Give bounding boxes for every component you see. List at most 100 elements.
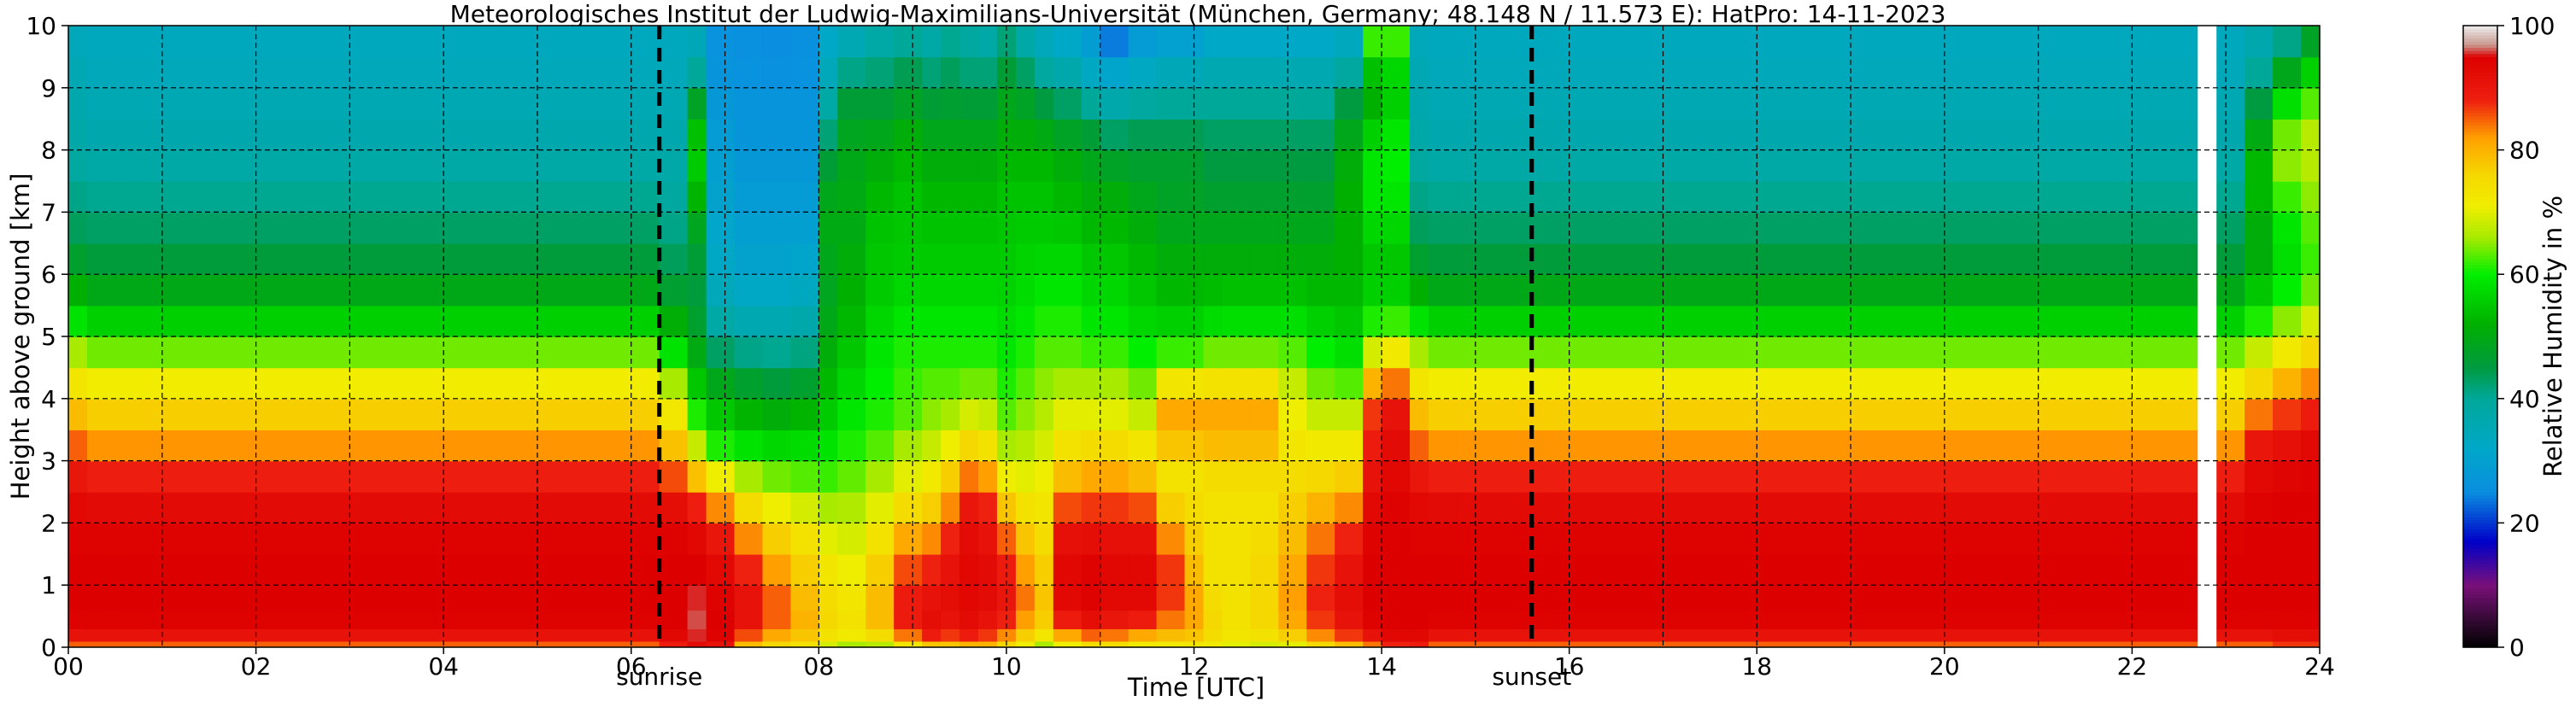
colorbar-segment	[2463, 308, 2497, 313]
rh-cell	[734, 523, 764, 555]
rh-cell	[2273, 460, 2302, 493]
rh-cell	[1184, 26, 1205, 58]
rh-cell	[1944, 181, 2199, 213]
y-tick-label: 2	[41, 509, 56, 537]
rh-cell	[1522, 119, 1945, 151]
rh-cell	[866, 585, 895, 611]
colorbar-segment	[2463, 274, 2497, 278]
colorbar-segment	[2463, 504, 2497, 508]
rh-cell	[706, 492, 736, 524]
rh-cell	[1081, 553, 1101, 586]
rh-cell	[1053, 523, 1083, 555]
rh-cell	[790, 336, 820, 369]
rh-cell	[2216, 181, 2245, 213]
rh-cell	[68, 367, 88, 400]
rh-cell	[941, 149, 960, 182]
rh-cell	[959, 242, 979, 275]
rh-cell	[1100, 305, 1130, 337]
rh-cell	[922, 26, 942, 58]
rh-cell	[959, 398, 979, 430]
rh-cell	[734, 87, 764, 120]
colorbar-segment	[2463, 221, 2497, 225]
rh-cell	[86, 242, 116, 275]
rh-cell	[2244, 367, 2274, 400]
rh-cell	[86, 398, 116, 430]
colorbar-segment	[2463, 622, 2497, 627]
rh-cell	[837, 26, 867, 58]
colorbar-segment	[2463, 367, 2497, 371]
rh-cell	[1034, 492, 1054, 524]
rh-cell	[922, 523, 942, 555]
rh-cell	[86, 523, 116, 555]
rh-cell	[1410, 367, 1429, 400]
rh-cell	[86, 305, 116, 337]
rh-cell	[1222, 87, 1252, 120]
rh-cell	[922, 429, 942, 462]
rh-cell	[1203, 523, 1223, 555]
rh-cell	[1944, 367, 2199, 400]
rh-cell	[922, 628, 942, 642]
rh-cell	[1278, 492, 1308, 524]
colorbar-segment	[2463, 634, 2497, 639]
rh-cell	[659, 640, 689, 647]
rh-cell	[819, 212, 839, 244]
rh-cell	[959, 553, 979, 586]
rh-cell	[1428, 429, 1458, 462]
y-axis-label: Height above ground [km]	[6, 173, 35, 500]
rh-cell	[1522, 523, 1945, 555]
rh-cell	[114, 212, 163, 244]
rh-cell	[631, 628, 660, 642]
rh-cell	[1335, 119, 1364, 151]
colorbar-segment	[2463, 414, 2497, 418]
rh-cell	[68, 56, 88, 89]
y-tick-label: 8	[41, 137, 56, 165]
colorbar-segment	[2463, 591, 2497, 595]
colorbar-segment	[2463, 606, 2497, 611]
rh-cell	[631, 553, 660, 586]
rh-cell	[2273, 181, 2302, 213]
rh-cell	[1456, 553, 1523, 586]
rh-cell	[1335, 492, 1364, 524]
rh-cell	[790, 610, 820, 629]
colorbar-segment	[2463, 295, 2497, 300]
x-tick-label: 00	[53, 652, 84, 681]
rh-cell	[2273, 119, 2302, 151]
rh-cell	[941, 640, 960, 647]
rh-cell	[1522, 640, 1945, 647]
rh-cell	[161, 523, 632, 555]
rh-cell	[1382, 628, 1411, 642]
rh-cell	[1034, 56, 1054, 89]
x-axis-label: Time [UTC]	[1127, 673, 1265, 702]
rh-cell	[1278, 26, 1308, 58]
rh-cell	[1100, 119, 1130, 151]
plot-area	[68, 26, 2320, 647]
colorbar-segment	[2463, 267, 2497, 272]
rh-cell	[866, 336, 895, 369]
rh-cell	[959, 336, 979, 369]
rh-cell	[687, 398, 707, 430]
rh-cell	[687, 242, 707, 275]
rh-cell	[659, 429, 689, 462]
rh-cell	[114, 119, 163, 151]
rh-cell	[1456, 429, 1523, 462]
rh-cell	[2244, 429, 2274, 462]
rh-cell	[2244, 585, 2274, 611]
rh-cell	[1306, 336, 1335, 369]
rh-cell	[790, 26, 820, 58]
colorbar-segment	[2463, 75, 2497, 79]
rh-cell	[1203, 640, 1223, 647]
rh-cell	[68, 398, 88, 430]
rh-cell	[837, 460, 867, 493]
colorbar-segment	[2463, 81, 2497, 85]
rh-cell	[1100, 149, 1130, 182]
rh-cell	[941, 460, 960, 493]
rh-cell	[1034, 181, 1054, 213]
rh-cell	[86, 212, 116, 244]
rh-cell	[2216, 429, 2245, 462]
rh-cell	[1335, 628, 1364, 642]
colorbar-segment	[2463, 364, 2497, 368]
rh-cell	[1382, 119, 1411, 151]
rh-cell	[1053, 56, 1083, 89]
colorbar-segment	[2463, 72, 2497, 76]
rh-cell	[2273, 367, 2302, 400]
